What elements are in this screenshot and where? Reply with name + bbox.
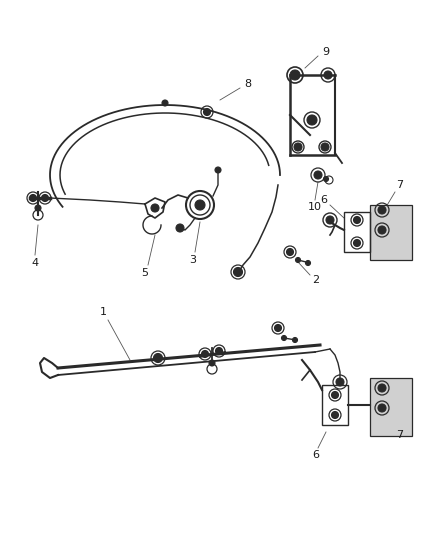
Circle shape — [378, 404, 386, 412]
Circle shape — [290, 70, 300, 80]
Circle shape — [215, 348, 223, 354]
Bar — [370, 378, 412, 436]
Circle shape — [162, 100, 168, 106]
Circle shape — [353, 239, 360, 246]
Text: 8: 8 — [244, 79, 251, 89]
Circle shape — [324, 71, 332, 79]
Circle shape — [378, 206, 386, 214]
Circle shape — [326, 216, 334, 224]
Circle shape — [332, 411, 339, 418]
Circle shape — [305, 261, 311, 265]
Text: 9: 9 — [322, 47, 329, 57]
Circle shape — [282, 335, 286, 341]
Circle shape — [215, 167, 221, 173]
Text: 3: 3 — [190, 255, 197, 265]
Circle shape — [201, 351, 208, 358]
Circle shape — [286, 248, 293, 255]
Circle shape — [195, 200, 205, 210]
Circle shape — [378, 384, 386, 392]
Text: 6: 6 — [312, 450, 319, 460]
Text: 5: 5 — [141, 268, 148, 278]
Circle shape — [29, 195, 36, 201]
Text: 10: 10 — [308, 202, 322, 212]
Circle shape — [35, 205, 41, 211]
Circle shape — [353, 216, 360, 223]
Bar — [344, 212, 370, 252]
Circle shape — [42, 195, 49, 201]
Circle shape — [314, 171, 322, 179]
Text: 1: 1 — [99, 307, 106, 317]
Circle shape — [336, 378, 344, 386]
Circle shape — [204, 109, 211, 116]
Text: 2: 2 — [312, 275, 320, 285]
Circle shape — [378, 226, 386, 234]
Bar — [370, 205, 412, 260]
Text: 7: 7 — [396, 430, 403, 440]
Circle shape — [233, 268, 243, 277]
Circle shape — [321, 143, 329, 151]
Text: 4: 4 — [32, 258, 39, 268]
Circle shape — [209, 360, 215, 366]
Circle shape — [332, 392, 339, 399]
Circle shape — [176, 224, 184, 232]
Text: 6: 6 — [321, 195, 328, 205]
Circle shape — [151, 204, 159, 212]
Circle shape — [293, 337, 297, 343]
Bar — [322, 385, 348, 425]
Circle shape — [153, 353, 162, 362]
Text: 7: 7 — [396, 180, 403, 190]
Circle shape — [275, 325, 282, 332]
Circle shape — [294, 143, 302, 151]
Circle shape — [307, 115, 317, 125]
Circle shape — [296, 257, 300, 262]
Circle shape — [324, 176, 328, 182]
